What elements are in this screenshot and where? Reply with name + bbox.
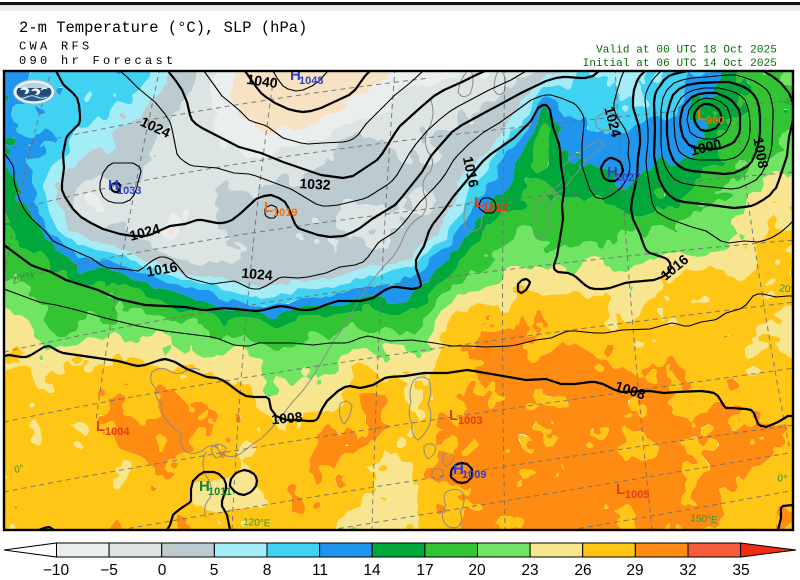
svg-text:26: 26 [574, 562, 591, 579]
svg-text:1004: 1004 [105, 426, 130, 438]
svg-text:090 hr Forecast: 090 hr Forecast [19, 54, 177, 68]
svg-text:1016: 1016 [460, 155, 482, 189]
svg-text:35: 35 [732, 562, 749, 579]
svg-text:32: 32 [679, 562, 696, 579]
svg-text:1008: 1008 [750, 136, 771, 170]
svg-text:1016: 1016 [145, 258, 179, 279]
svg-text:1024: 1024 [601, 105, 625, 139]
svg-text:1011: 1011 [208, 486, 232, 498]
svg-text:150°E: 150°E [690, 513, 719, 526]
svg-text:0°: 0° [777, 473, 788, 485]
svg-text:1024: 1024 [241, 265, 274, 284]
svg-text:L: L [96, 418, 105, 435]
svg-text:−5: −5 [100, 562, 118, 579]
svg-text:11: 11 [312, 562, 328, 579]
svg-text:1005: 1005 [625, 489, 649, 501]
svg-text:H: H [453, 461, 464, 478]
svg-text:Valid at 00 UTC 18 Oct 2025: Valid at 00 UTC 18 Oct 2025 [596, 45, 777, 57]
svg-text:1027: 1027 [616, 172, 640, 184]
svg-text:H: H [607, 164, 618, 181]
svg-text:CWA RFS: CWA RFS [19, 40, 93, 54]
svg-text:980: 980 [706, 115, 724, 127]
svg-text:1012: 1012 [483, 202, 507, 214]
svg-text:0: 0 [158, 562, 167, 579]
svg-text:1000: 1000 [689, 135, 723, 158]
svg-text:H: H [199, 478, 210, 495]
svg-text:5: 5 [210, 562, 219, 579]
svg-text:14: 14 [363, 562, 381, 579]
svg-text:L: L [697, 107, 706, 124]
svg-text:20°N: 20°N [779, 283, 800, 297]
svg-text:1033: 1033 [117, 185, 141, 197]
svg-text:8: 8 [263, 562, 272, 579]
svg-text:1024: 1024 [128, 220, 162, 244]
svg-text:1019: 1019 [273, 207, 297, 219]
svg-text:1048: 1048 [299, 75, 323, 87]
svg-text:1008: 1008 [271, 409, 304, 428]
svg-text:L: L [474, 194, 483, 211]
svg-text:20: 20 [468, 562, 486, 579]
svg-text:0°: 0° [13, 463, 25, 476]
svg-text:17: 17 [416, 562, 433, 579]
svg-text:1040: 1040 [246, 71, 279, 91]
svg-text:29: 29 [626, 562, 643, 579]
svg-text:1003: 1003 [458, 415, 482, 427]
svg-text:1032: 1032 [299, 175, 331, 193]
svg-text:L: L [616, 481, 625, 498]
svg-text:L: L [264, 199, 273, 216]
svg-text:23: 23 [521, 562, 538, 579]
svg-text:L: L [449, 407, 458, 424]
svg-text:40°N: 40°N [783, 96, 800, 110]
svg-text:120°E: 120°E [243, 517, 271, 529]
svg-text:H: H [290, 67, 301, 84]
svg-text:2-m Temperature (°C), SLP (hPa: 2-m Temperature (°C), SLP (hPa) [19, 19, 307, 37]
svg-text:H: H [108, 177, 119, 194]
svg-text:1009: 1009 [462, 469, 486, 481]
svg-text:Initial at 06 UTC 14 Oct 2025: Initial at 06 UTC 14 Oct 2025 [583, 58, 777, 70]
svg-text:−10: −10 [43, 562, 70, 579]
